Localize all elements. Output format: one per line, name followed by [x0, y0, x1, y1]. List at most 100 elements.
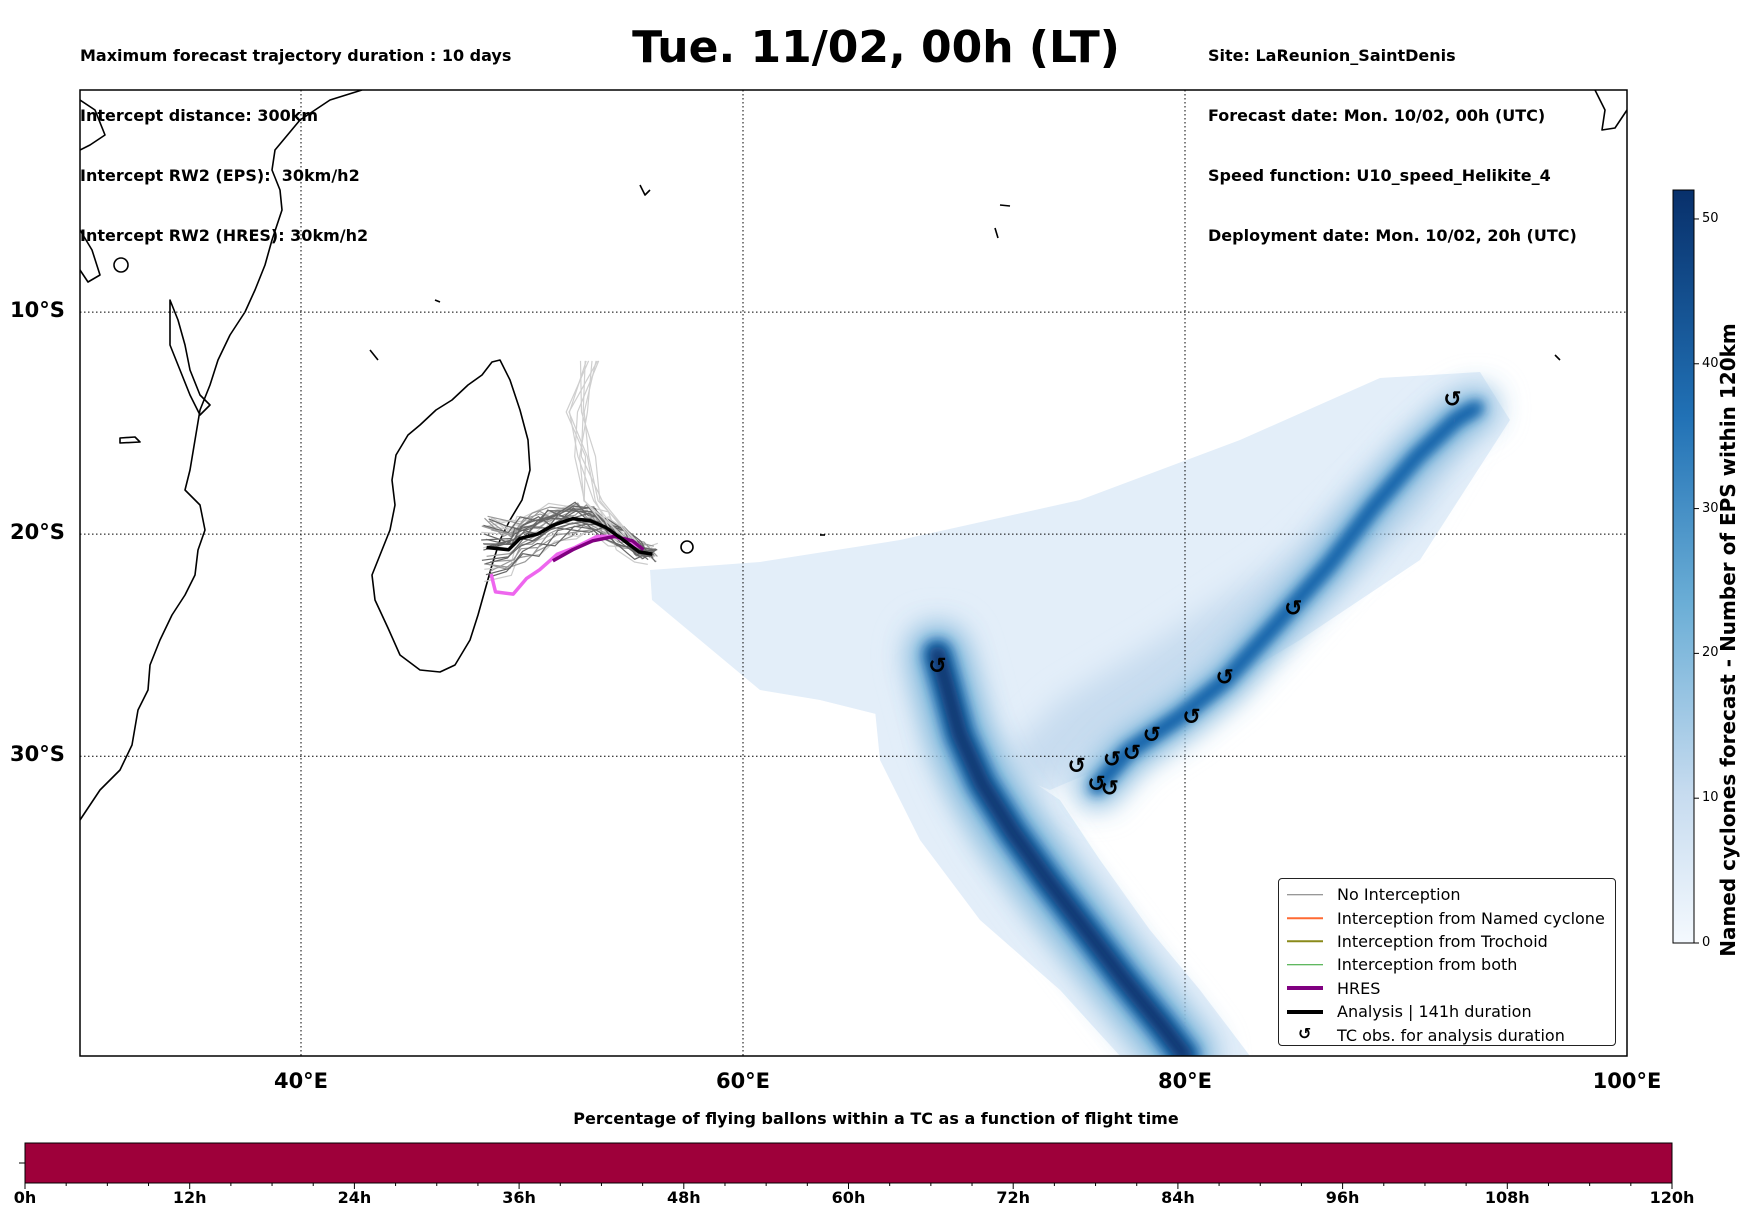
eps-trajectory-north — [568, 360, 624, 542]
legend-item-tc-obs: ↺ TC obs. for analysis duration — [1287, 1023, 1607, 1046]
header-right: Site: LaReunion_SaintDenis Forecast date… — [1208, 6, 1577, 266]
tc-obs-marker: ↺ — [928, 654, 946, 679]
map-plot-area: ↺↺↺↺↺↺↺↺↺↺↺ — [80, 90, 1627, 1056]
bar-tick-label: 108h — [1484, 1188, 1530, 1207]
density-colorbar — [1672, 189, 1695, 944]
legend-item-trochoid: Interception from Trochoid — [1287, 930, 1607, 953]
map-title: Tue. 11/02, 00h (LT) — [632, 22, 1120, 73]
tc-obs-markers: ↺↺↺↺↺↺↺↺↺↺↺ — [928, 388, 1461, 802]
map-frame — [79, 89, 1628, 1057]
legend-item-analysis: Analysis | 141h duration — [1287, 1000, 1607, 1023]
bar-tick-label: 96h — [1325, 1188, 1360, 1207]
legend-swatch — [1287, 889, 1323, 901]
lon-tick-label: 40°E — [273, 1069, 329, 1093]
legend-swatch: ↺ — [1287, 1024, 1323, 1043]
colorbar-label-wrap: Named cyclones forecast - Number of EPS … — [1708, 320, 1748, 960]
legend-label: HRES — [1337, 978, 1381, 998]
colorbar-ticks — [1694, 218, 1699, 944]
colorbar-tick-label: 40 — [1702, 355, 1719, 371]
legend-label: Interception from Trochoid — [1337, 931, 1548, 951]
tc-obs-marker: ↺ — [1103, 747, 1121, 772]
density-outer-region — [650, 372, 1510, 790]
colorbar-tick-label: 50 — [1702, 210, 1719, 226]
bar-tick-label: 84h — [1161, 1188, 1195, 1207]
tc-obs-marker: ↺ — [1087, 772, 1105, 797]
header-right-line-1: Site: LaReunion_SaintDenis — [1208, 46, 1456, 65]
bar-tick-label: 0h — [13, 1188, 37, 1207]
legend-label: Analysis | 141h duration — [1337, 1002, 1532, 1022]
header-left-line-4: Intercept RW2 (HRES): 30km/h2 — [80, 226, 369, 245]
bar-tick-label: 24h — [337, 1188, 372, 1207]
bar-tick-label: 48h — [666, 1188, 701, 1207]
lon-tick-label: 80°E — [1157, 1069, 1213, 1093]
legend-label: Interception from Named cyclone — [1337, 908, 1605, 928]
eps-trajectory — [488, 507, 650, 557]
africa-coast — [80, 90, 363, 821]
eps-trajectory-north — [580, 360, 636, 542]
legend-label: TC obs. for analysis duration — [1337, 1025, 1565, 1045]
comoros-island — [113, 257, 129, 273]
legend-swatch — [1287, 959, 1323, 971]
tc-obs-marker: ↺ — [1182, 705, 1200, 730]
cyclone-track-a-band — [929, 646, 1193, 1056]
header-left-line-1: Maximum forecast trajectory duration : 1… — [80, 46, 512, 65]
eps-trajectory-north — [568, 360, 617, 542]
tc-obs-marker: ↺ — [1443, 388, 1461, 413]
legend-label: No Interception — [1337, 885, 1461, 905]
hres-trajectory-late — [552, 534, 645, 563]
tc-obs-marker: ↺ — [1067, 754, 1085, 779]
lake-coast — [169, 299, 211, 416]
legend-item-no-interception: No Interception — [1287, 883, 1607, 906]
legend-item-hres: HRES — [1287, 977, 1607, 1000]
analysis-trajectory — [486, 516, 653, 556]
arabia-coast — [80, 99, 106, 151]
tc-obs-marker: ↺ — [1216, 665, 1234, 690]
madagascar-coast — [371, 359, 531, 673]
reunion-island — [680, 540, 694, 554]
lat-tick-label: 10°S — [10, 298, 65, 323]
header-left-line-2: Intercept distance: 300km — [80, 106, 319, 125]
legend-swatch — [1287, 982, 1323, 994]
header-right-line-3: Speed function: U10_speed_Helikite_4 — [1208, 166, 1551, 185]
lat-tick-label: 30°S — [10, 742, 65, 767]
islet-5 — [1554, 354, 1561, 361]
colorbar-tick-label: 0 — [1702, 935, 1711, 950]
tracks-layer — [902, 384, 1500, 1056]
islet-1 — [119, 436, 141, 444]
colorbar-tick-label: 20 — [1702, 645, 1719, 661]
colorbar-tick-label: 30 — [1702, 500, 1719, 516]
tc-obs-marker: ↺ — [1123, 741, 1141, 766]
legend-item-both: Interception from both — [1287, 953, 1607, 976]
legend-item-named-cyclone: Interception from Named cyclone — [1287, 906, 1607, 929]
header-left: Maximum forecast trajectory duration : 1… — [80, 6, 511, 266]
eps-trajectory-north — [583, 360, 638, 542]
tc-obs-marker: ↺ — [1284, 596, 1302, 621]
bottom-bar-ticks — [24, 1183, 1673, 1189]
eps-trajectory-north — [565, 360, 629, 542]
islet-8 — [434, 299, 441, 303]
legend-label: Interception from both — [1337, 955, 1518, 975]
islet-7 — [369, 349, 379, 361]
bar-tick-label: 72h — [996, 1188, 1031, 1207]
bar-tick-label: 60h — [831, 1188, 866, 1207]
legend-swatch — [1287, 935, 1323, 947]
legend-swatch — [1287, 912, 1323, 924]
header-right-line-4: Deployment date: Mon. 10/02, 20h (UTC) — [1208, 226, 1577, 245]
lat-tick-label: 20°S — [10, 520, 65, 545]
islet-4 — [994, 227, 999, 239]
bar-tick-label: 120h — [1649, 1188, 1695, 1207]
header-left-line-3: Intercept RW2 (EPS): 30km/h2 — [80, 166, 360, 185]
somalia-island — [80, 229, 101, 283]
eps-trajectory-north — [574, 360, 618, 542]
colorbar-tick-label: 10 — [1702, 790, 1719, 806]
islet-3 — [999, 204, 1011, 207]
bottom-bar-title: Percentage of flying ballons within a TC… — [573, 1109, 1179, 1128]
flying-percentage-bar — [24, 1142, 1673, 1184]
lon-tick-label: 60°E — [715, 1069, 771, 1093]
lon-tick-label: 100°E — [1592, 1069, 1662, 1093]
header-right-line-2: Forecast date: Mon. 10/02, 00h (UTC) — [1208, 106, 1546, 125]
cyclone-track-b-band — [1093, 404, 1481, 791]
map-legend: No Interception Interception from Named … — [1278, 878, 1616, 1046]
islet-2 — [639, 184, 651, 196]
